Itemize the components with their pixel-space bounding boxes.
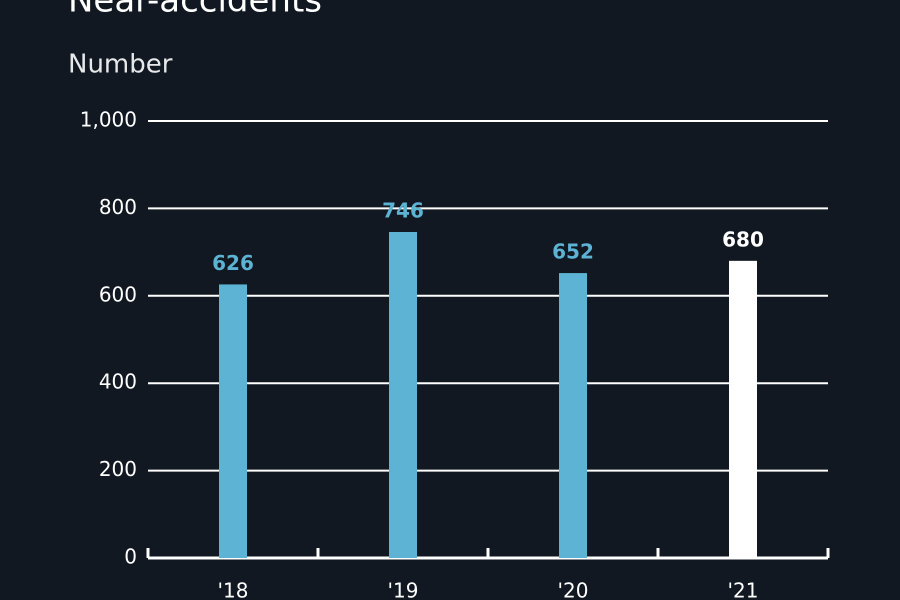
- chart-subtitle: Number: [68, 50, 173, 80]
- x-tick-label: '21: [728, 579, 759, 600]
- value-label: 746: [382, 198, 424, 222]
- x-tick-label: '19: [388, 579, 419, 600]
- value-label: 680: [722, 227, 764, 251]
- value-label: 626: [212, 251, 254, 275]
- bar: [389, 231, 417, 559]
- chart-title: Near-accidents: [68, 0, 322, 21]
- y-tick-label: 200: [99, 457, 137, 481]
- y-tick-label: 1,000: [80, 108, 137, 132]
- x-tick-label: '20: [558, 579, 589, 600]
- bar: [559, 273, 587, 558]
- y-tick-label: 600: [99, 282, 137, 306]
- bar: [219, 284, 247, 558]
- y-tick-label: 800: [99, 195, 137, 219]
- value-label: 652: [552, 240, 594, 264]
- y-tick-label: 400: [99, 370, 137, 394]
- bar: [729, 260, 757, 558]
- y-tick-label: 0: [124, 545, 137, 569]
- x-tick-label: '18: [218, 579, 249, 600]
